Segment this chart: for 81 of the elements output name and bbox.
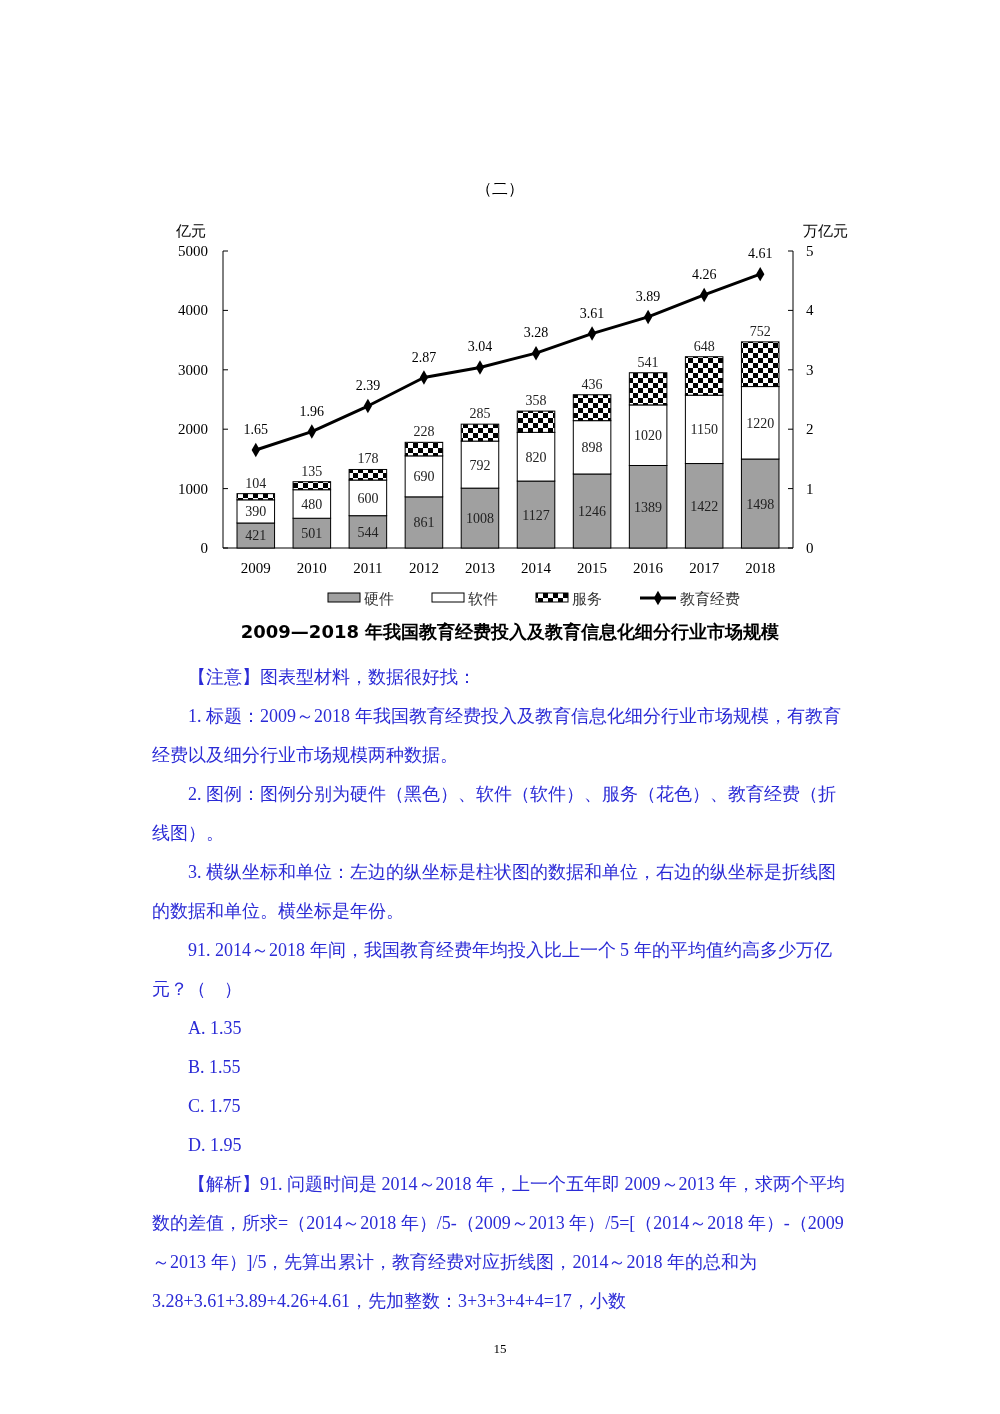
x-tick-label: 2009: [240, 560, 271, 576]
x-tick-label: 2014: [521, 560, 552, 576]
data-label: 1150: [690, 422, 718, 438]
y-tick-label: 1000: [178, 480, 208, 497]
data-label: 898: [581, 440, 603, 456]
y2-tick-label: 0: [806, 540, 814, 556]
y2-tick-label: 2: [806, 421, 814, 438]
legend-label: 软件: [468, 591, 498, 607]
y2-axis-title: 万亿元: [802, 223, 848, 239]
text: 【注意】图表型材料，数据很好找：: [187, 666, 477, 689]
data-label: 178: [357, 451, 379, 467]
data-label: 544: [357, 524, 379, 540]
text: D. 1.95: [187, 1134, 243, 1157]
data-label: 1.65: [243, 421, 269, 437]
data-label: 501: [301, 526, 323, 542]
data-label: 1008: [465, 511, 494, 527]
y-tick-label: 5000: [178, 243, 208, 259]
legend-label: 硬件: [364, 591, 394, 607]
data-label: 1.96: [299, 403, 325, 419]
data-label: 1246: [578, 503, 607, 519]
data-label: 752: [749, 323, 771, 339]
data-label: 3.89: [635, 288, 661, 304]
data-label: 820: [525, 449, 547, 465]
x-tick-label: 2018: [745, 560, 776, 576]
text: B. 1.55: [187, 1056, 242, 1079]
data-label: 358: [525, 393, 547, 409]
data-label: 1127: [522, 507, 550, 523]
data-label: 648: [693, 338, 715, 354]
data-label: 1422: [690, 498, 719, 514]
y2-tick-label: 5: [806, 243, 814, 259]
y-tick-label: 3000: [178, 361, 208, 378]
data-label: 3.28: [523, 325, 549, 341]
data-label: 104: [245, 475, 267, 491]
y-tick-label: 4000: [178, 302, 208, 319]
data-label: 690: [413, 469, 435, 485]
data-label: 436: [581, 376, 603, 392]
text: 1. 标题：2009～2018 年我国教育经费投入及教育信息化细分行业市场规模，有教育经费以及细分行业市场规模两种数据。: [152, 705, 842, 767]
data-label: 390: [245, 504, 267, 520]
data-label: 480: [301, 496, 323, 512]
data-label: 285: [469, 406, 491, 422]
x-tick-label: 2013: [464, 560, 495, 576]
x-tick-label: 2015: [577, 560, 608, 576]
text: 3. 横纵坐标和单位：左边的纵坐标是柱状图的数据和单位，右边的纵坐标是折线图的数据和单位。横坐标是年份。: [152, 861, 837, 923]
text: 【解析】91. 问题时间是 2014～2018 年，上一个五年即 2009～2013 年，求两个平均数的差值，所求=（2014～2018 年）/5-（2009～2013 年）/5=[（2014～2018 年）-（2009～2013 年）]/5，先算出累计，教育经费对应折线图，2014～2018 年的总和为 3.28+3.61+3.89+4.26+4.61，先加整数：3+3+3+4+4=17，小数: [152, 1173, 846, 1313]
data-label: 4.61: [747, 246, 773, 262]
data-label: 1020: [634, 428, 663, 444]
y2-tick-label: 3: [806, 361, 814, 378]
data-label: 792: [469, 457, 491, 473]
y2-tick-label: 1: [806, 480, 814, 497]
text: 2. 图例：图例分别为硬件（黑色）、软件（软件）、服务（花色）、教育经费（折线图）。: [152, 783, 837, 845]
data-label: 2.39: [355, 378, 381, 394]
data-label: 135: [301, 463, 323, 479]
x-tick-label: 2012: [408, 560, 439, 576]
data-label: 600: [357, 490, 379, 506]
legend-label: 服务: [572, 591, 602, 607]
x-tick-label: 2016: [633, 560, 664, 576]
text: 2009—2018 年我国教育经费投入及教育信息化细分行业市场规模: [240, 621, 780, 642]
data-label: 541: [637, 354, 659, 370]
y-tick-label: 0: [200, 540, 208, 556]
x-tick-label: 2017: [689, 560, 720, 576]
data-label: 228: [413, 424, 435, 440]
data-label: 421: [245, 528, 267, 544]
data-label: 3.04: [467, 339, 493, 355]
chart-subtitle: （二）: [476, 180, 524, 197]
x-tick-label: 2010: [296, 560, 327, 576]
data-label: 1389: [634, 499, 663, 515]
data-label: 861: [413, 515, 435, 531]
data-label: 1498: [746, 496, 775, 512]
text: C. 1.75: [187, 1095, 242, 1118]
legend-label: 教育经费: [680, 591, 740, 607]
text: 15: [492, 1341, 508, 1357]
y2-tick-label: 4: [806, 302, 814, 319]
text: 91. 2014～2018 年间，我国教育经费年均投入比上一个 5 年的平均值约高多少万亿元？（ ）: [152, 939, 833, 1001]
data-label: 2.87: [411, 349, 437, 365]
y-tick-label: 2000: [178, 421, 208, 438]
data-label: 3.61: [579, 305, 605, 321]
data-label: 4.26: [691, 266, 717, 282]
y-axis-title: 亿元: [175, 223, 206, 239]
text: A. 1.35: [187, 1017, 243, 1040]
data-label: 1220: [746, 415, 775, 431]
x-tick-label: 2011: [353, 560, 383, 576]
